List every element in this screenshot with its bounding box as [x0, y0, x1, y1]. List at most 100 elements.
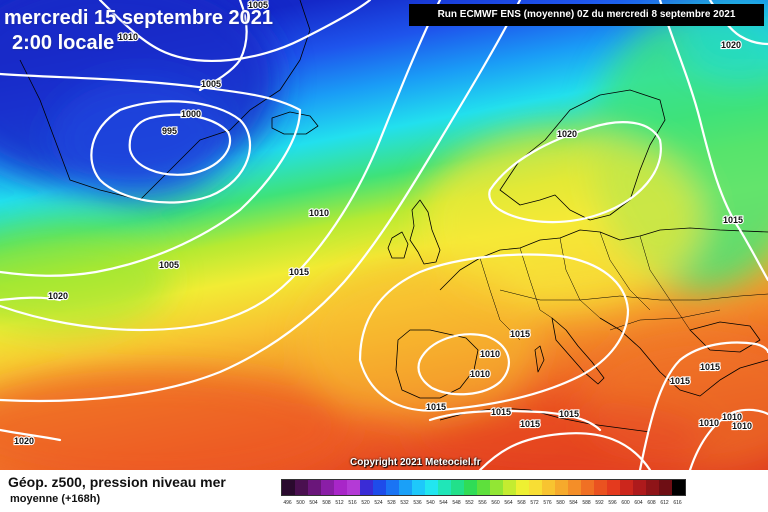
legend-tick-label: 532 [400, 500, 409, 506]
isobar-label: 1015 [491, 407, 511, 417]
legend-swatch [516, 480, 529, 495]
copyright-notice: Copyright 2021 Meteociel.fr [350, 457, 481, 468]
isobar-label: 995 [162, 126, 177, 136]
legend-tick-label: 540 [426, 500, 435, 506]
legend-swatch [620, 480, 633, 495]
legend-swatch [321, 480, 334, 495]
legend-swatch [568, 480, 581, 495]
iberia-coast [395, 329, 479, 399]
isobar-label: 1020 [557, 129, 577, 139]
isobar-label: 1020 [721, 40, 741, 50]
isobar-label: 1020 [14, 436, 34, 446]
isobar-1020-scandi [488, 121, 662, 224]
legend-swatch [373, 480, 386, 495]
isobar-label: 1015 [700, 362, 720, 372]
legend-tick-label: 564 [504, 500, 513, 506]
isobar-label: 1015 [723, 215, 743, 225]
color-scale-ticks: 496 500 504 508 512 516 520 524 528 532 536 540 544 5… [281, 500, 684, 506]
legend-swatch [347, 480, 360, 495]
legend-swatch [399, 480, 412, 495]
black-sea-coast [689, 321, 761, 353]
isobar-lines [0, 0, 768, 470]
isobar-1005-top [198, 0, 248, 92]
legend-tick-label: 524 [374, 500, 383, 506]
legend-tick-label: 504 [309, 500, 318, 506]
legend-tick-label: 496 [283, 500, 292, 506]
isobar-1010-mid [0, 0, 442, 332]
greenland-coast [19, 0, 311, 201]
legend-swatch [672, 480, 685, 495]
legend-tick-label: 572 [530, 500, 539, 506]
isobar-label: 1015 [670, 376, 690, 386]
legend-swatch [412, 480, 425, 495]
isobar-label: 1000 [181, 109, 201, 119]
legend-tick-label: 552 [465, 500, 474, 506]
geopotential-map-canvas: 1005 1010 1005 1000 995 1010 1005 1015 1… [0, 0, 768, 470]
isobar-labels: 1005 1010 1005 1000 995 1010 1005 1015 1… [13, 0, 753, 447]
isobar-1015-europe [358, 253, 630, 412]
isobar-1010-iberia [417, 333, 510, 396]
legend-swatch [503, 480, 516, 495]
iceland-coast [271, 111, 319, 135]
legend-tick-label: 528 [387, 500, 396, 506]
legend-tick-label: 600 [621, 500, 630, 506]
legend-tick-label: 596 [608, 500, 617, 506]
legend-tick-label: 556 [478, 500, 487, 506]
geopotential-structure [0, 0, 768, 470]
isobar-1020-sw [0, 428, 62, 442]
legend-swatch [464, 480, 477, 495]
corsica-sardinia [534, 345, 545, 373]
legend-swatch [633, 480, 646, 495]
legend-swatch [659, 480, 672, 495]
legend-swatch [581, 480, 594, 495]
isobar-1010-east [688, 408, 768, 470]
legend-tick-label: 544 [439, 500, 448, 506]
legend-swatch [360, 480, 373, 495]
legend-swatch [555, 480, 568, 495]
legend-tick-label: 584 [569, 500, 578, 506]
legend-tick-label: 576 [543, 500, 552, 506]
legend-tick-label: 536 [413, 500, 422, 506]
legend-tick-label: 520 [361, 500, 370, 506]
isobar-label: 1020 [48, 291, 68, 301]
forecast-date-title: mercredi 15 septembre 2021 [4, 7, 274, 29]
legend-tick-label: 516 [348, 500, 357, 506]
map-caption-title: Géop. z500, pression niveau mer [8, 474, 226, 490]
isobar-1015-east [658, 0, 768, 282]
isobar-1000 [90, 100, 252, 204]
legend-swatch [542, 480, 555, 495]
legend-swatch [477, 480, 490, 495]
legend-swatch [425, 480, 438, 495]
isobar-1005-north [0, 72, 302, 277]
legend-swatch [646, 480, 659, 495]
legend-swatch [529, 480, 542, 495]
legend-tick-label: 560 [491, 500, 500, 506]
legend-tick-label: 512 [335, 500, 344, 506]
legend-tick-label: 500 [296, 500, 305, 506]
isobar-label: 1010 [309, 208, 329, 218]
legend-swatch [386, 480, 399, 495]
legend-tick-label: 508 [322, 500, 331, 506]
isobar-label: 1010 [732, 421, 752, 431]
model-run-info: Run ECMWF ENS (moyenne) 0Z du mercredi 8… [409, 4, 764, 26]
legend-tick-label: 612 [660, 500, 669, 506]
legend-tick-label: 588 [582, 500, 591, 506]
isobar-label: 1005 [159, 260, 179, 270]
british-isles-coast [409, 199, 441, 265]
legend-swatch [490, 480, 503, 495]
map-caption-subtitle: moyenne (+168h) [10, 493, 101, 505]
isobar-label: 1015 [426, 402, 446, 412]
map-footer: Géop. z500, pression niveau mer moyenne … [0, 470, 768, 512]
isobar-label: 1010 [118, 32, 138, 42]
isobar-label: 1005 [201, 79, 221, 89]
isobar-label: 1015 [289, 267, 309, 277]
isobar-1015-med [428, 409, 602, 432]
isobar-label: 1015 [520, 419, 540, 429]
legend-swatch [594, 480, 607, 495]
isobar-label: 1010 [699, 418, 719, 428]
isobar-995 [128, 113, 231, 176]
balkans-coast [599, 317, 768, 397]
legend-swatch [334, 480, 347, 495]
isobar-label: 1005 [248, 0, 268, 10]
